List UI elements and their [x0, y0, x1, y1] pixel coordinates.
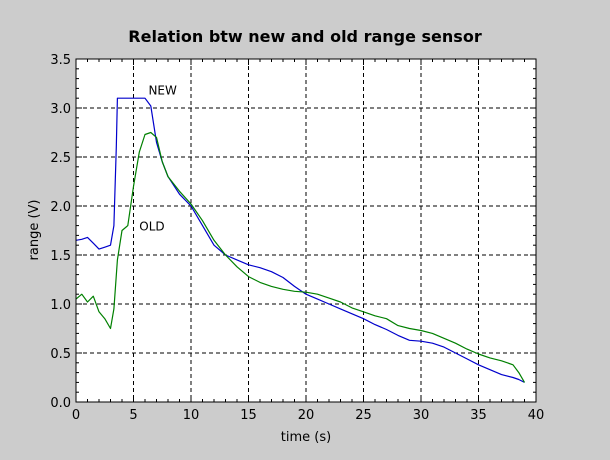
series-layer: [75, 97, 526, 383]
chart-title: Relation btw new and old range sensor: [128, 27, 482, 46]
y-tick-label: 3.0: [50, 102, 71, 117]
y-tick-label: 1.0: [50, 298, 71, 313]
annotations: NEW OLD: [139, 83, 177, 233]
annotation-old: OLD: [139, 220, 164, 234]
x-tick-label: 20: [298, 408, 315, 423]
annotation-new: NEW: [148, 83, 177, 97]
x-tick-label: 15: [240, 408, 257, 423]
x-tick-label: 25: [355, 408, 372, 423]
series-line-old: [75, 131, 526, 383]
grid-lines: [76, 59, 536, 402]
series-line-new: [75, 97, 525, 383]
x-tick-label: 10: [183, 408, 200, 423]
x-tick-label: 0: [72, 408, 80, 423]
x-tick-label: 30: [413, 408, 430, 423]
y-tick-labels: 0.0 0.5 1.0 1.5 2.0 2.5 3.0 3.5: [50, 53, 71, 411]
y-tick-label: 0.5: [50, 347, 71, 362]
plot-frame: [75, 58, 537, 403]
x-tick-labels: 0 5 10 15 20 25 30 35 40: [72, 408, 544, 423]
y-tick-label: 0.0: [50, 396, 71, 411]
y-axis-label: range (V): [27, 200, 42, 261]
x-tick-label: 5: [129, 408, 137, 423]
x-tick-label: 35: [470, 408, 487, 423]
y-tick-label: 2.0: [50, 200, 71, 215]
x-tick-label: 40: [528, 408, 545, 423]
y-tick-label: 2.5: [50, 151, 71, 166]
y-tick-label: 3.5: [50, 53, 71, 68]
y-tick-label: 1.5: [50, 249, 71, 264]
x-axis-label: time (s): [281, 430, 331, 445]
